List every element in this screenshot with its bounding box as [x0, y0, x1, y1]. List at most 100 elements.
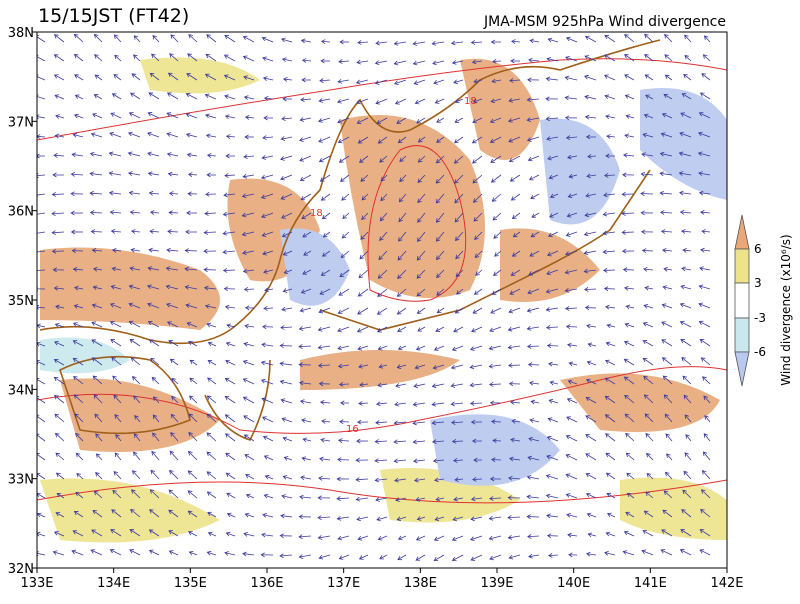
wind-arrow [223, 74, 236, 81]
wind-arrow [225, 153, 236, 159]
wind-arrow [318, 554, 331, 560]
wind-arrow [206, 395, 217, 404]
wind-arrow [529, 250, 540, 257]
wind-arrow [587, 153, 597, 159]
wind-arrow [474, 250, 483, 258]
wind-arrow [394, 79, 407, 86]
wind-arrow [37, 492, 46, 499]
wind-arrow [203, 230, 217, 235]
wind-arrow [281, 37, 293, 43]
wind-arrow [470, 516, 483, 522]
wind-arrow [130, 229, 141, 234]
wind-arrow [433, 554, 445, 562]
wind-arrow [225, 472, 236, 480]
wind-arrow [338, 59, 350, 64]
wind-arrow [586, 551, 597, 557]
wind-arrow [318, 98, 331, 103]
wind-arrow [262, 416, 274, 423]
wind-arrow [585, 134, 597, 140]
wind-arrow [168, 530, 179, 537]
wind-arrow [206, 432, 217, 442]
wind-arrow [701, 73, 711, 81]
wind-arrow [626, 472, 635, 480]
wind-arrow [643, 303, 654, 309]
wind-arrow [643, 394, 654, 404]
convergence-area [300, 350, 460, 390]
wind-arrow [684, 54, 692, 62]
wind-arrow [129, 266, 141, 272]
wind-arrow [129, 549, 141, 556]
wind-arrow [621, 230, 635, 235]
wind-arrow [398, 212, 407, 223]
wind-arrow [490, 155, 502, 163]
wind-arrow [472, 476, 483, 482]
wind-arrow [94, 54, 103, 62]
wind-arrow [111, 357, 122, 366]
wind-arrow [55, 512, 65, 518]
wind-arrow [644, 285, 654, 291]
wind-arrow [133, 54, 141, 62]
wind-arrow [378, 250, 388, 261]
wind-arrow [568, 361, 578, 367]
wind-arrow [130, 247, 141, 253]
wind-arrow [53, 376, 65, 385]
wind-arrow [622, 550, 635, 556]
wind-arrow [587, 342, 597, 348]
wind-arrow [301, 77, 312, 83]
wind-arrow [203, 267, 217, 273]
wind-arrow [471, 155, 483, 164]
wind-arrow [472, 98, 483, 104]
wind-arrow [110, 112, 122, 119]
wind-arrow [261, 532, 274, 538]
wind-arrow [131, 73, 141, 81]
wind-arrow [435, 193, 445, 204]
wind-arrow [602, 230, 616, 236]
wind-arrow [549, 380, 559, 386]
wind-arrow [510, 193, 521, 201]
wind-arrow [546, 533, 559, 539]
wind-arrow [37, 323, 46, 329]
wind-arrow [264, 287, 274, 293]
plot-area: 18 18 16 [37, 32, 727, 568]
wind-arrow [54, 432, 65, 442]
wind-arrow [528, 174, 540, 181]
wind-arrow [625, 304, 635, 310]
wind-arrow [645, 432, 654, 442]
wind-arrow [168, 489, 179, 499]
wind-arrow [89, 151, 103, 157]
wind-arrow [298, 554, 312, 559]
wind-arrow [453, 155, 464, 164]
wind-arrow [111, 93, 122, 100]
convergence-area [560, 373, 720, 432]
wind-arrow [417, 136, 426, 143]
colorbar-bottom [734, 351, 750, 387]
y-tick-label: 33N [8, 473, 34, 488]
wind-arrow [243, 434, 255, 442]
wind-arrow [397, 136, 407, 144]
wind-arrow [606, 134, 616, 139]
wind-arrow [646, 452, 654, 461]
wind-arrow [224, 377, 236, 385]
wind-arrow [243, 532, 255, 537]
wind-arrow [375, 420, 388, 425]
wind-arrow [526, 494, 540, 500]
wind-arrow [358, 155, 369, 163]
wind-arrow [338, 381, 350, 387]
wind-arrow [355, 477, 369, 482]
wind-arrow [51, 230, 65, 235]
wind-arrow [526, 117, 540, 123]
wind-arrow [604, 377, 616, 385]
wind-arrow [660, 229, 673, 234]
wind-arrow [396, 516, 407, 522]
wind-arrow [357, 307, 369, 315]
wind-arrow [679, 320, 692, 328]
wind-arrow [527, 534, 540, 539]
wind-arrow [224, 433, 236, 442]
wind-arrow [529, 380, 540, 386]
wind-arrow [450, 420, 464, 425]
wind-arrow [412, 439, 426, 445]
contour-label: 18 [464, 96, 477, 107]
wind-arrow [339, 419, 350, 425]
wind-arrow [436, 250, 445, 261]
wind-arrow [204, 73, 217, 81]
